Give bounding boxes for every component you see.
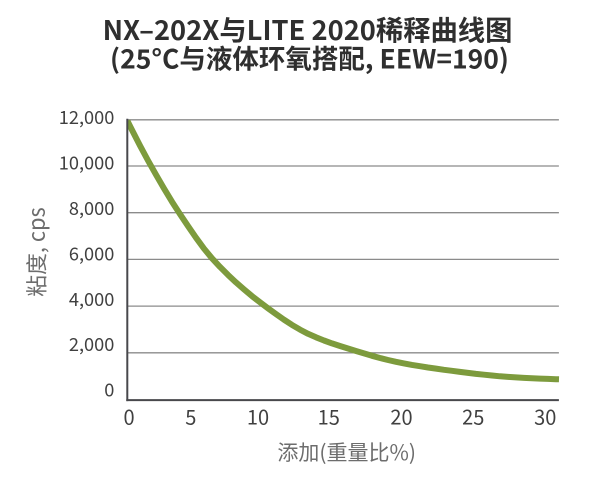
svg-text:2,000: 2,000	[69, 331, 114, 357]
svg-text:0: 0	[123, 402, 134, 431]
svg-text:25: 25	[462, 402, 484, 431]
svg-text:15: 15	[318, 402, 340, 431]
svg-text:12,000: 12,000	[59, 104, 115, 130]
svg-text:4,000: 4,000	[69, 286, 114, 312]
svg-text:10,000: 10,000	[59, 150, 115, 176]
svg-text:20: 20	[390, 402, 412, 431]
svg-text:5: 5	[185, 402, 196, 431]
svg-text:30: 30	[534, 402, 556, 431]
svg-text:0: 0	[104, 377, 114, 403]
svg-text:10: 10	[247, 402, 269, 431]
svg-text:6,000: 6,000	[69, 240, 114, 266]
svg-text:8,000: 8,000	[69, 195, 114, 221]
